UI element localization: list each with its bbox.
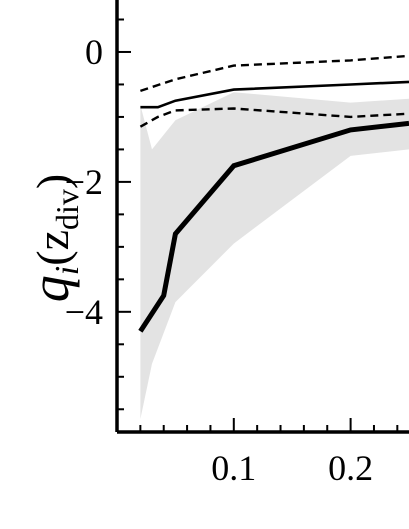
band-area	[140, 92, 409, 419]
y-axis-label: qi(zdiv)	[20, 174, 86, 302]
x-tick-label: 0.2	[328, 448, 373, 488]
series-line-dashed-lower	[139, 107, 409, 128]
ylabel-argument: (z	[27, 230, 78, 266]
confidence-band	[140, 92, 409, 419]
y-tick-label: −4	[65, 292, 103, 332]
ylabel-argument-sub: div	[49, 189, 85, 230]
series-line-dashed-upper	[140, 54, 409, 93]
x-tick-label: 0.1	[211, 448, 256, 488]
ylabel-symbol: q	[20, 275, 80, 302]
series-group	[138, 54, 409, 333]
tick-labels: 0 −2 −4 0.1 0.2	[65, 32, 373, 488]
series-line-thin-solid	[140, 80, 409, 109]
y-tick-label: −2	[65, 162, 103, 202]
ylabel-close: )	[27, 174, 78, 189]
series-line-thick-solid	[138, 120, 409, 333]
axes	[115, 0, 409, 434]
y-tick-label: 0	[85, 32, 103, 72]
ylabel-subscript: i	[49, 266, 86, 275]
